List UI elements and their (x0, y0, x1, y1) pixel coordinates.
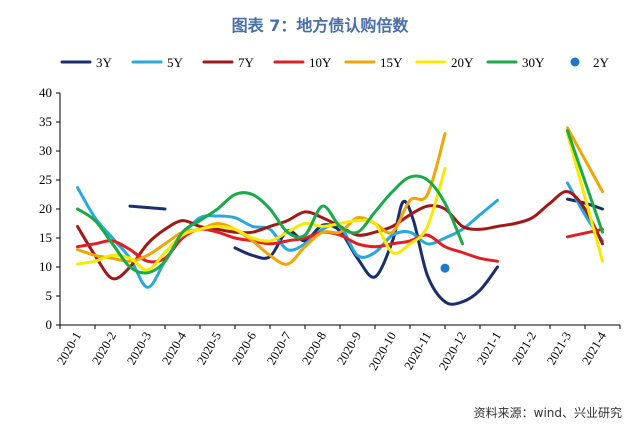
y-tick-label: 10 (39, 259, 52, 274)
x-tick-label: 2021-2 (509, 330, 539, 368)
x-tick-label: 2020-9 (334, 330, 364, 368)
y-tick-label: 25 (39, 172, 52, 187)
x-tick-label: 2021-1 (474, 330, 504, 368)
legend-label-7Y: 7Y (238, 55, 255, 70)
x-tick-label: 2020-5 (194, 330, 224, 368)
x-tick-label: 2020-4 (159, 329, 189, 367)
series-line-30Y (566, 129, 604, 234)
series-line-30Y (76, 174, 464, 275)
series-line-10Y (566, 227, 604, 239)
source-note: 资料来源：wind、兴业研究 (473, 406, 622, 420)
y-tick-label: 0 (46, 317, 53, 332)
series-line-15Y (566, 126, 604, 194)
x-tick-label: 2021-3 (544, 330, 574, 368)
x-tick-label: 2020-7 (264, 330, 294, 368)
y-tick-label: 5 (46, 288, 53, 303)
x-tick-label: 2020-11 (401, 330, 434, 373)
legend-label-3Y: 3Y (96, 55, 113, 70)
series-line-5Y (76, 186, 499, 289)
x-tick-label: 2020-8 (299, 330, 329, 368)
series-line-20Y (76, 166, 447, 272)
x-tick-label: 2020-1 (54, 330, 84, 368)
series-line-3Y (128, 204, 167, 211)
legend-swatch-2Y (570, 57, 580, 67)
x-tick-label: 2020-6 (229, 330, 259, 368)
y-tick-label: 15 (39, 230, 52, 245)
x-tick-label: 2020-3 (124, 330, 154, 368)
legend-label-20Y: 20Y (451, 55, 474, 70)
legend-label-15Y: 15Y (380, 55, 403, 70)
y-tick-label: 30 (39, 143, 52, 158)
chart-title: 图表 7：地方债认购倍数 (231, 16, 409, 35)
x-tick-label: 2020-2 (89, 330, 119, 368)
x-tick-label: 2021-4 (579, 329, 609, 367)
series-line-3Y (566, 197, 604, 211)
y-tick-label: 40 (39, 85, 52, 100)
series-line-10Y (76, 227, 499, 264)
series-line-20Y (566, 132, 604, 263)
series-point-2Y (440, 263, 450, 273)
legend-label-30Y: 30Y (522, 55, 545, 70)
y-tick-label: 20 (39, 201, 52, 216)
x-tick-label: 2020-12 (436, 330, 469, 373)
y-tick-label: 35 (39, 114, 52, 129)
series-line-15Y (76, 132, 447, 266)
legend-label-5Y: 5Y (167, 55, 184, 70)
legend-label-10Y: 10Y (309, 55, 332, 70)
legend-label-2Y: 2Y (593, 55, 610, 70)
x-tick-label: 2020-10 (366, 330, 399, 373)
